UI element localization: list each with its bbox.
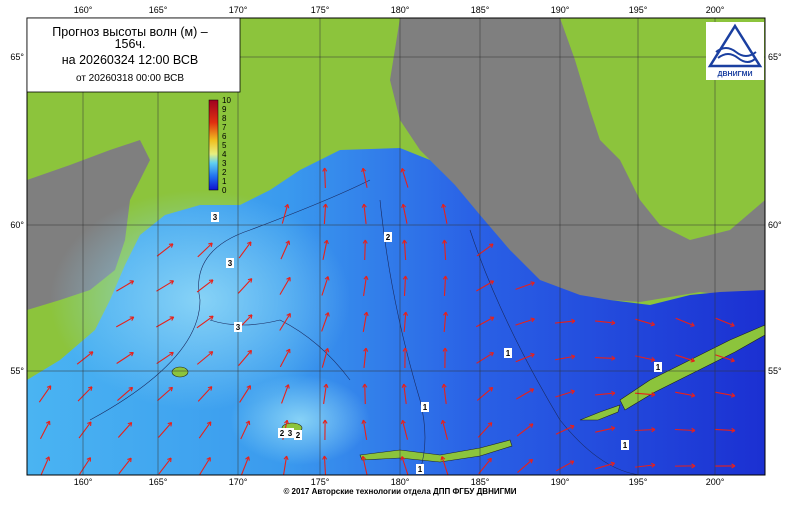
issued-time: от 20260318 00:00 ВСВ [76,73,184,84]
lat-label: 60° [768,220,782,230]
contour-label: 1 [423,403,428,412]
colorbar-label: 1 [222,177,227,186]
colorbar-label: 6 [222,132,227,141]
island [172,367,188,377]
lon-label: 195° [629,5,648,15]
lon-label: 175° [311,477,330,487]
arrow-shaft [325,168,326,188]
contour-label: 1 [418,465,423,474]
lon-label: 170° [229,5,248,15]
contour-label: 1 [623,441,628,450]
lon-label: 185° [471,477,490,487]
colorbar-label: 0 [222,186,227,195]
contour-label: 1 [656,363,661,372]
colorbar-label: 8 [222,114,227,123]
colorbar-label: 3 [222,159,227,168]
lon-label: 180° [391,5,410,15]
contour-label: 3 [213,213,218,222]
contour-label: 3 [288,429,293,438]
lat-label: 65° [768,52,782,62]
valid-time: на 20260324 12:00 ВСВ [62,53,198,67]
lon-label: 175° [311,5,330,15]
colorbar [209,100,218,190]
lon-label: 185° [471,5,490,15]
wave-field [230,375,370,465]
lat-label: 65° [10,52,24,62]
colorbar-label: 4 [222,150,227,159]
arrow-shaft [365,384,366,404]
arrow-shaft [365,240,366,260]
colorbar-label: 2 [222,168,227,177]
lon-label: 165° [149,477,168,487]
logo-text: ДВНИГМИ [718,71,753,78]
contour-label: 2 [386,233,391,242]
lat-label: 55° [768,366,782,376]
lat-label: 55° [10,366,24,376]
footer: © 2017 Авторские технологии отдела ДПП Ф… [283,487,516,496]
contour-label: 1 [506,349,511,358]
lon-label: 200° [706,5,725,15]
lon-label: 195° [629,477,648,487]
lon-label: 165° [149,5,168,15]
lon-label: 160° [74,5,93,15]
contour-label: 3 [236,323,241,332]
contour-label: 2 [296,431,301,440]
colorbar-label: 5 [222,141,227,150]
lon-label: 200° [706,477,725,487]
colorbar-label: 9 [222,105,227,114]
contour-label: 2 [280,429,285,438]
lon-label: 190° [551,477,570,487]
lon-label: 180° [391,477,410,487]
lon-label: 170° [229,477,248,487]
lon-label: 160° [74,477,93,487]
colorbar-label: 10 [222,96,231,105]
lat-label: 60° [10,220,24,230]
contour-label: 3 [228,259,233,268]
title: 156ч. [115,37,146,51]
lon-label: 190° [551,5,570,15]
colorbar-label: 7 [222,123,227,132]
